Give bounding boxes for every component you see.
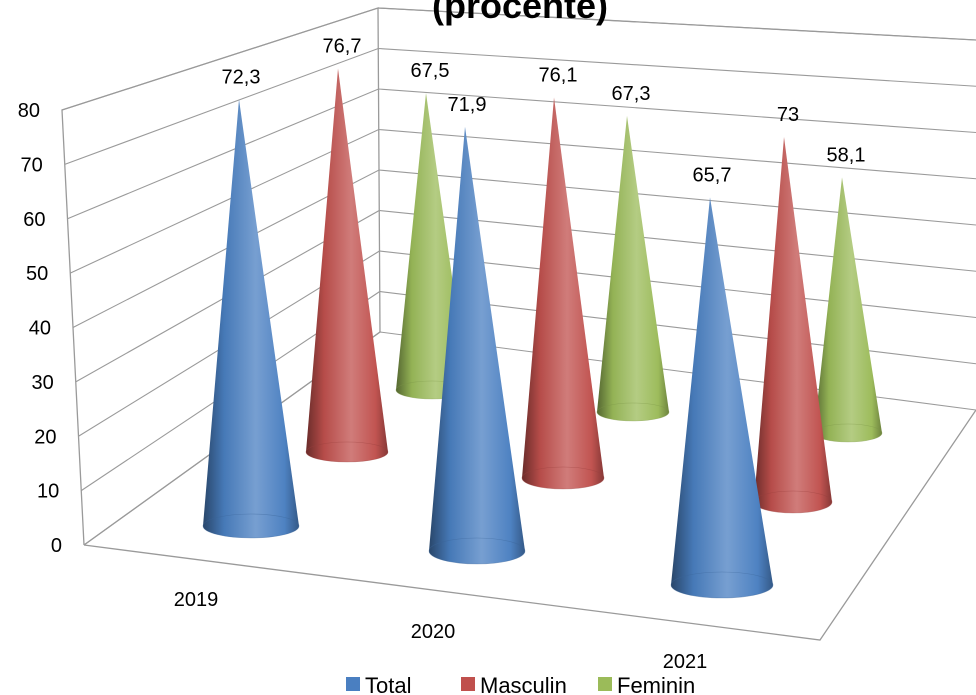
- value-label: 73: [777, 104, 799, 126]
- chart-title: (procente): [432, 0, 608, 26]
- category-label: 2021: [663, 651, 708, 673]
- category-label: 2019: [174, 589, 219, 611]
- category-labels: 2019 2020 2021: [174, 589, 708, 673]
- gridline: [61, 7, 976, 111]
- gridline: [64, 47, 976, 165]
- value-label: 72,3: [222, 66, 261, 88]
- cones: [202, 68, 883, 599]
- legend-item-feminin: Feminin: [598, 673, 695, 695]
- legend-label: Total: [365, 673, 411, 695]
- legend-item-masculin: Masculin: [461, 673, 567, 695]
- cone-masculin-2020: [521, 97, 605, 490]
- y-tick-label: 60: [23, 209, 45, 231]
- legend-swatch: [346, 677, 360, 691]
- cone-feminin-2020: [596, 115, 670, 422]
- cone-total-2020: [428, 126, 526, 565]
- value-label: 67,3: [612, 83, 651, 105]
- category-label: 2020: [411, 621, 456, 643]
- cone-total-2021: [670, 197, 774, 599]
- legend: Total Masculin Feminin: [346, 673, 695, 695]
- y-tick-label: 70: [21, 154, 43, 176]
- legend-swatch: [598, 677, 612, 691]
- value-label: 67,5: [411, 60, 450, 82]
- value-label: 65,7: [693, 164, 732, 186]
- legend-item-total: Total: [346, 673, 411, 695]
- y-tick-label: 30: [32, 372, 54, 394]
- y-axis-ticks: 0 10 20 30 40 50 60 70 80: [18, 100, 62, 557]
- cone-masculin-2019: [305, 68, 389, 463]
- gridline: [72, 169, 976, 328]
- value-label: 76,1: [539, 65, 578, 87]
- value-label: 71,9: [448, 94, 487, 116]
- y-tick-label: 50: [26, 263, 48, 285]
- y-tick-label: 80: [18, 100, 40, 122]
- cone-total-2019: [202, 99, 300, 539]
- gridline: [67, 88, 976, 220]
- floor-edge: [83, 409, 976, 641]
- legend-swatch: [461, 677, 475, 691]
- gridlines: [61, 7, 976, 546]
- y-tick-label: 20: [34, 426, 56, 448]
- cone-masculin-2021: [753, 137, 833, 514]
- cone-feminin-2021: [813, 177, 883, 443]
- y-tick-label: 0: [51, 535, 62, 557]
- gridline: [70, 128, 976, 274]
- value-labels: 67,5 67,3 58,1 76,7 76,1 73 72,3 71,9 65,7: [222, 36, 866, 187]
- legend-label: Masculin: [480, 673, 567, 695]
- value-label: 58,1: [827, 144, 866, 166]
- value-label: 76,7: [323, 36, 362, 58]
- y-tick-label: 40: [29, 318, 51, 340]
- y-tick-label: 10: [37, 481, 59, 503]
- legend-label: Feminin: [617, 673, 695, 695]
